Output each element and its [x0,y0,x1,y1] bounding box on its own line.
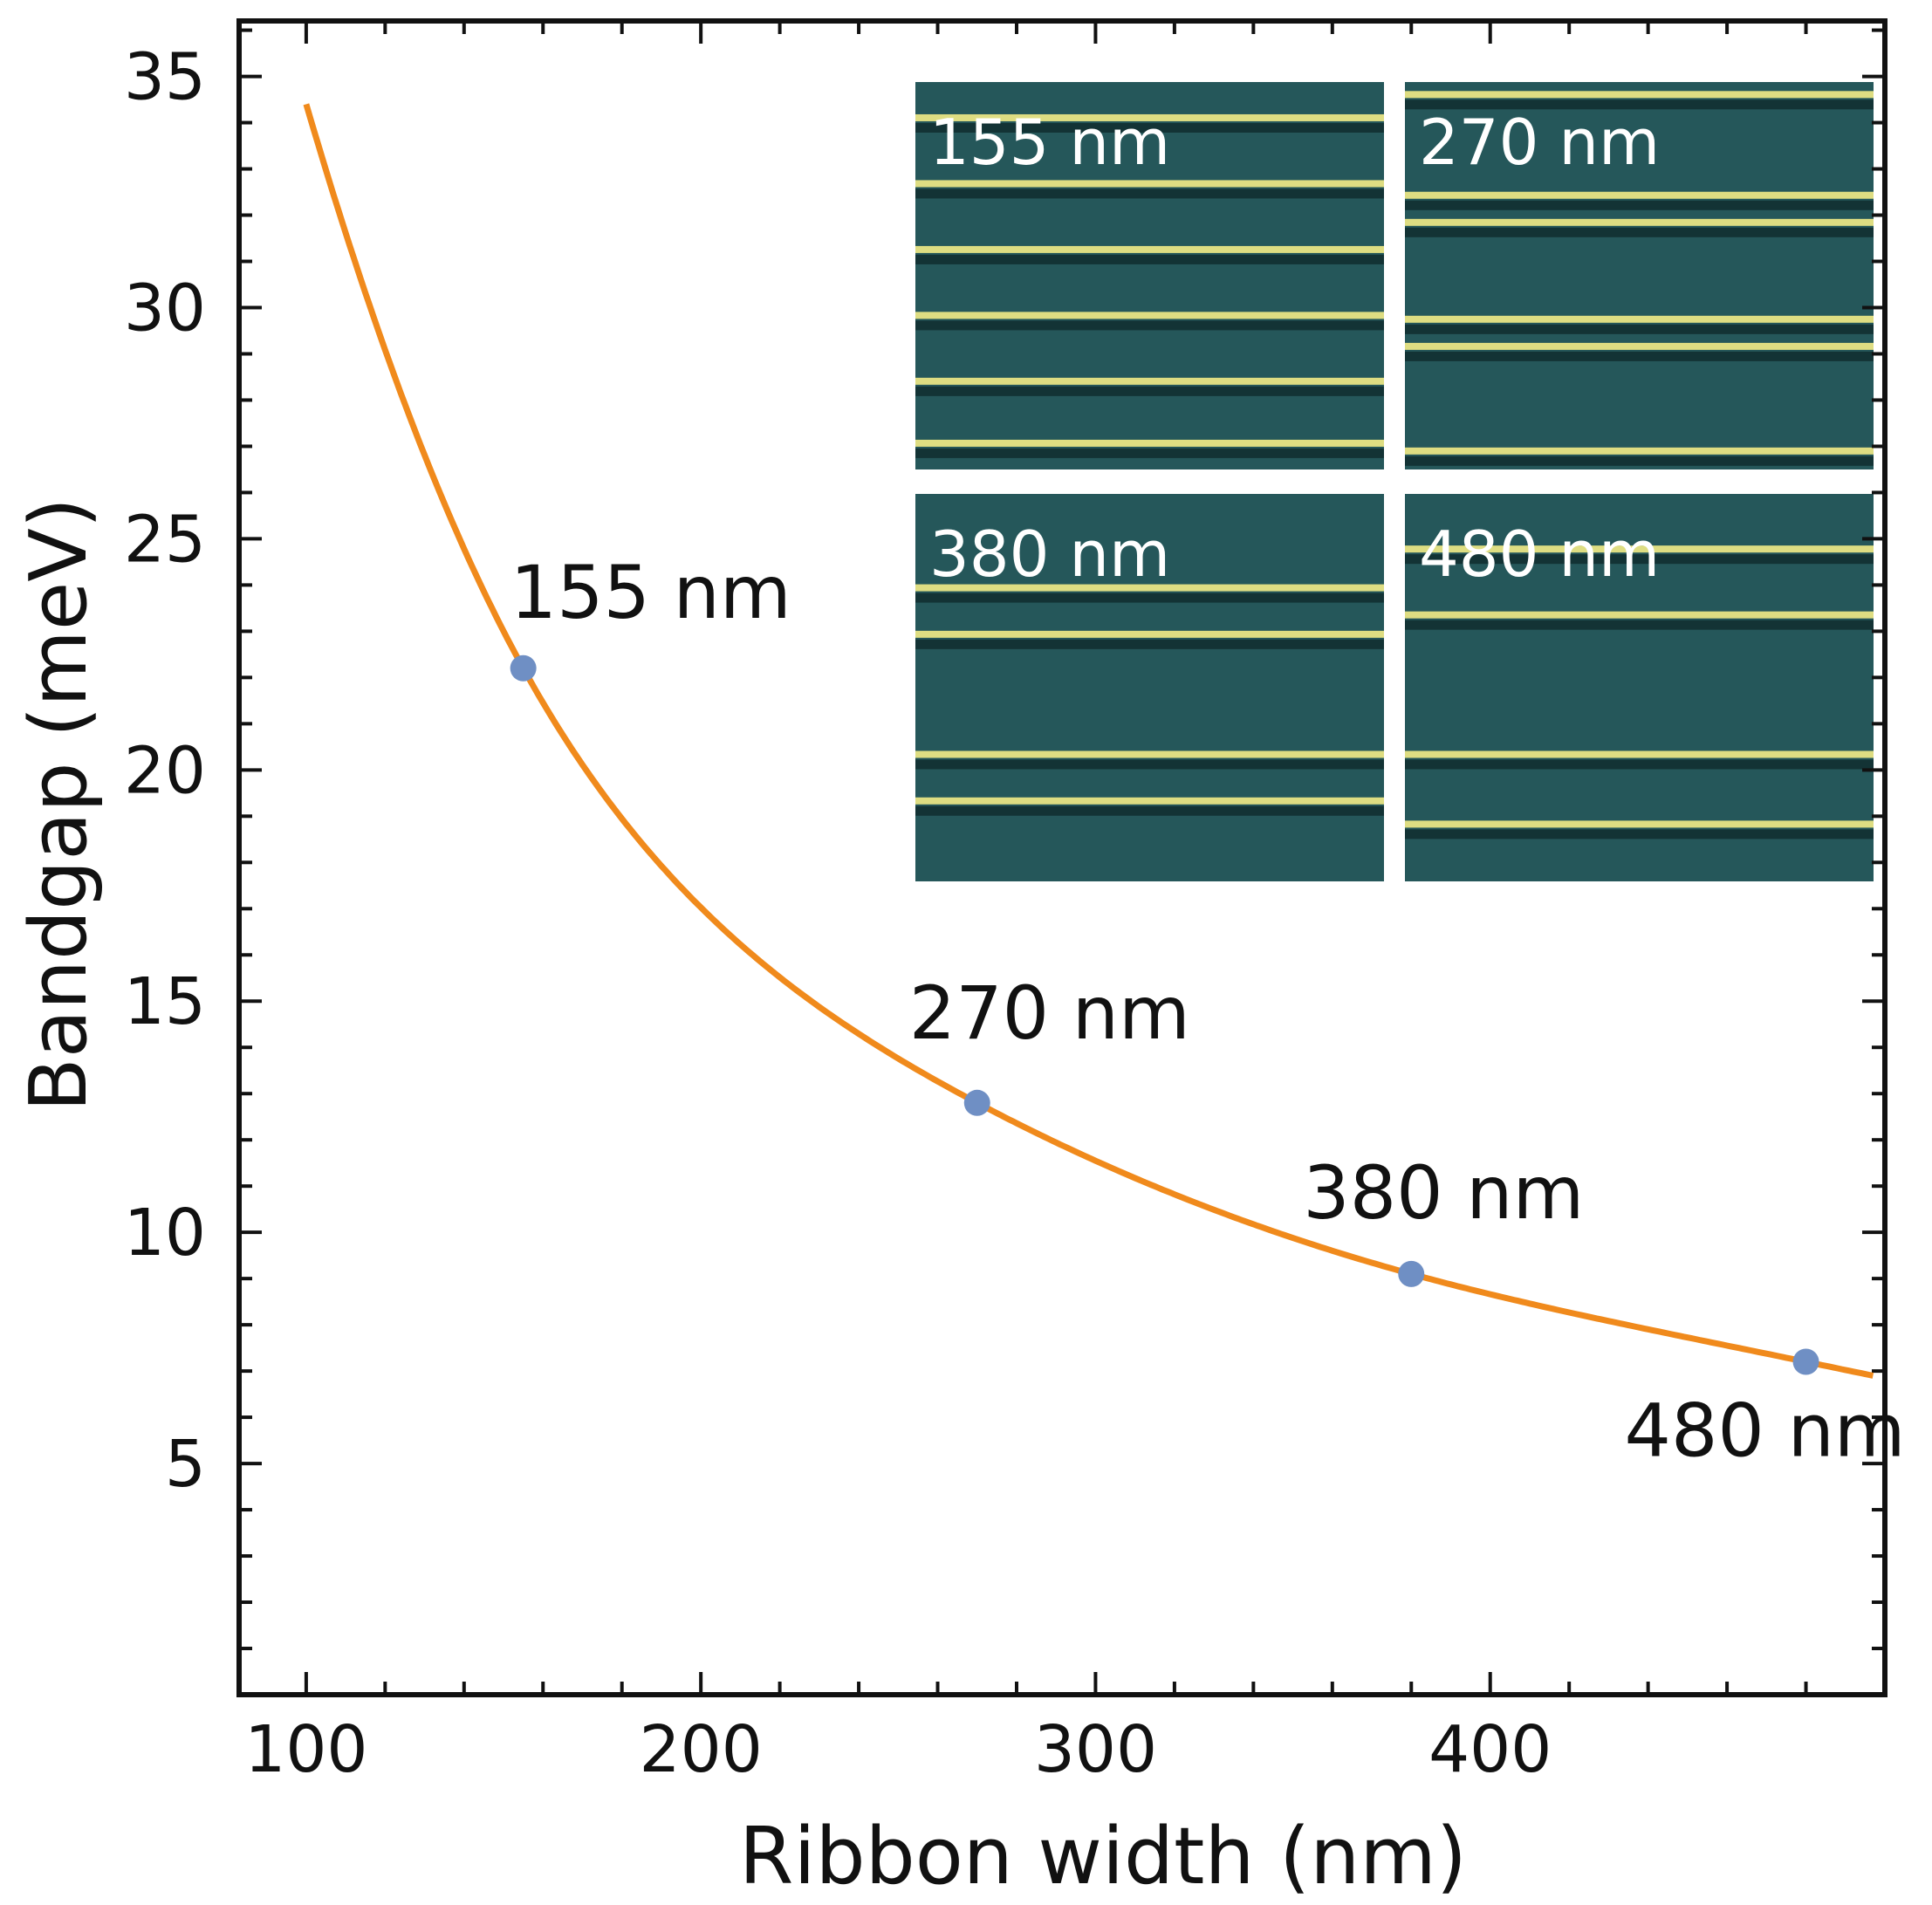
inset-stripe-shadow [1405,200,1874,210]
inset-panel: 380 nm [915,494,1384,881]
data-label: 480 nm [1625,1388,1906,1474]
y-tick-label: 35 [124,40,206,115]
y-tick-label: 25 [124,502,206,577]
inset-stripe-shadow [1405,829,1874,839]
data-point [963,1089,990,1116]
inset-panel-label: 270 nm [1419,106,1660,179]
inset-image-grid: 155 nm 270 nm 380 nm 480 nm [915,82,1874,881]
inset-stripe [915,180,1384,188]
x-tick-label: 200 [640,1712,763,1787]
data-point [1792,1348,1819,1375]
inset-stripe-shadow [1405,456,1874,466]
inset-stripe [1405,342,1874,350]
inset-stripe [1405,750,1874,758]
inset-stripe [915,630,1384,638]
fit-curve [303,103,1874,1379]
y-tick-label: 30 [124,271,206,346]
inset-panel: 270 nm [1405,82,1874,469]
inset-stripe [1405,218,1874,226]
inset-stripe-shadow [1405,759,1874,770]
inset-stripe-shadow [915,448,1384,458]
inset-stripe [915,377,1384,385]
data-label: 380 nm [1303,1150,1584,1236]
inset-stripe [1405,820,1874,828]
inset-stripe [1405,91,1874,99]
inset-stripe [1405,447,1874,455]
inset-panel-label: 480 nm [1419,517,1660,591]
inset-stripe [1405,315,1874,323]
inset-stripe-shadow [915,639,1384,649]
inset-panel-background [1405,82,1874,469]
y-tick-label: 10 [124,1196,206,1271]
data-points: 155 nm 270 nm 380 nm 480 nm [510,550,1906,1474]
axis-ticks: 100 200 300 400 5 10 15 20 25 30 35 [124,21,1887,1787]
inset-stripe-shadow [915,320,1384,331]
inset-stripe [1405,611,1874,619]
inset-stripe-shadow [1405,227,1874,237]
inset-stripe-shadow [1405,554,1874,565]
inset-stripe [1405,545,1874,553]
y-axis-title: Bandgap (meV) [13,497,105,1112]
inset-panel-label: 380 nm [929,517,1170,591]
inset-panel-background [915,494,1384,881]
inset-panel: 155 nm [915,82,1384,469]
data-point [510,654,537,682]
inset-stripe-shadow [1405,324,1874,334]
inset-stripe-shadow [915,805,1384,816]
inset-stripe-shadow [915,593,1384,603]
inset-panel-background [915,82,1384,469]
inset-panel: 480 nm [1405,494,1874,881]
inset-stripe-shadow [915,386,1384,396]
x-tick-label: 100 [244,1712,367,1787]
inset-panel-label: 155 nm [929,106,1170,179]
inset-stripe [1405,191,1874,199]
inset-stripe [915,750,1384,758]
inset-stripe [915,584,1384,592]
y-tick-label: 20 [124,733,206,808]
inset-stripe-shadow [915,188,1384,199]
inset-stripe [915,797,1384,805]
y-tick-label: 5 [165,1427,206,1502]
inset-stripe [915,245,1384,253]
data-label: 155 nm [510,550,791,635]
inset-stripe-shadow [1405,99,1874,110]
x-tick-label: 300 [1034,1712,1157,1787]
plot-frame [236,18,1887,1697]
data-point [1398,1260,1425,1287]
inset-stripe-shadow [1405,351,1874,361]
inset-stripe-shadow [915,759,1384,770]
inset-stripe-shadow [915,122,1384,133]
inset-stripe [915,439,1384,447]
inset-stripe-shadow [1405,620,1874,630]
inset-stripe [915,312,1384,319]
x-tick-label: 400 [1428,1712,1552,1787]
y-tick-label: 15 [124,964,206,1039]
data-label: 270 nm [909,970,1190,1056]
inset-stripe [915,113,1384,121]
inset-stripe-shadow [915,254,1384,264]
x-axis-title: Ribbon width (nm) [739,1811,1467,1902]
